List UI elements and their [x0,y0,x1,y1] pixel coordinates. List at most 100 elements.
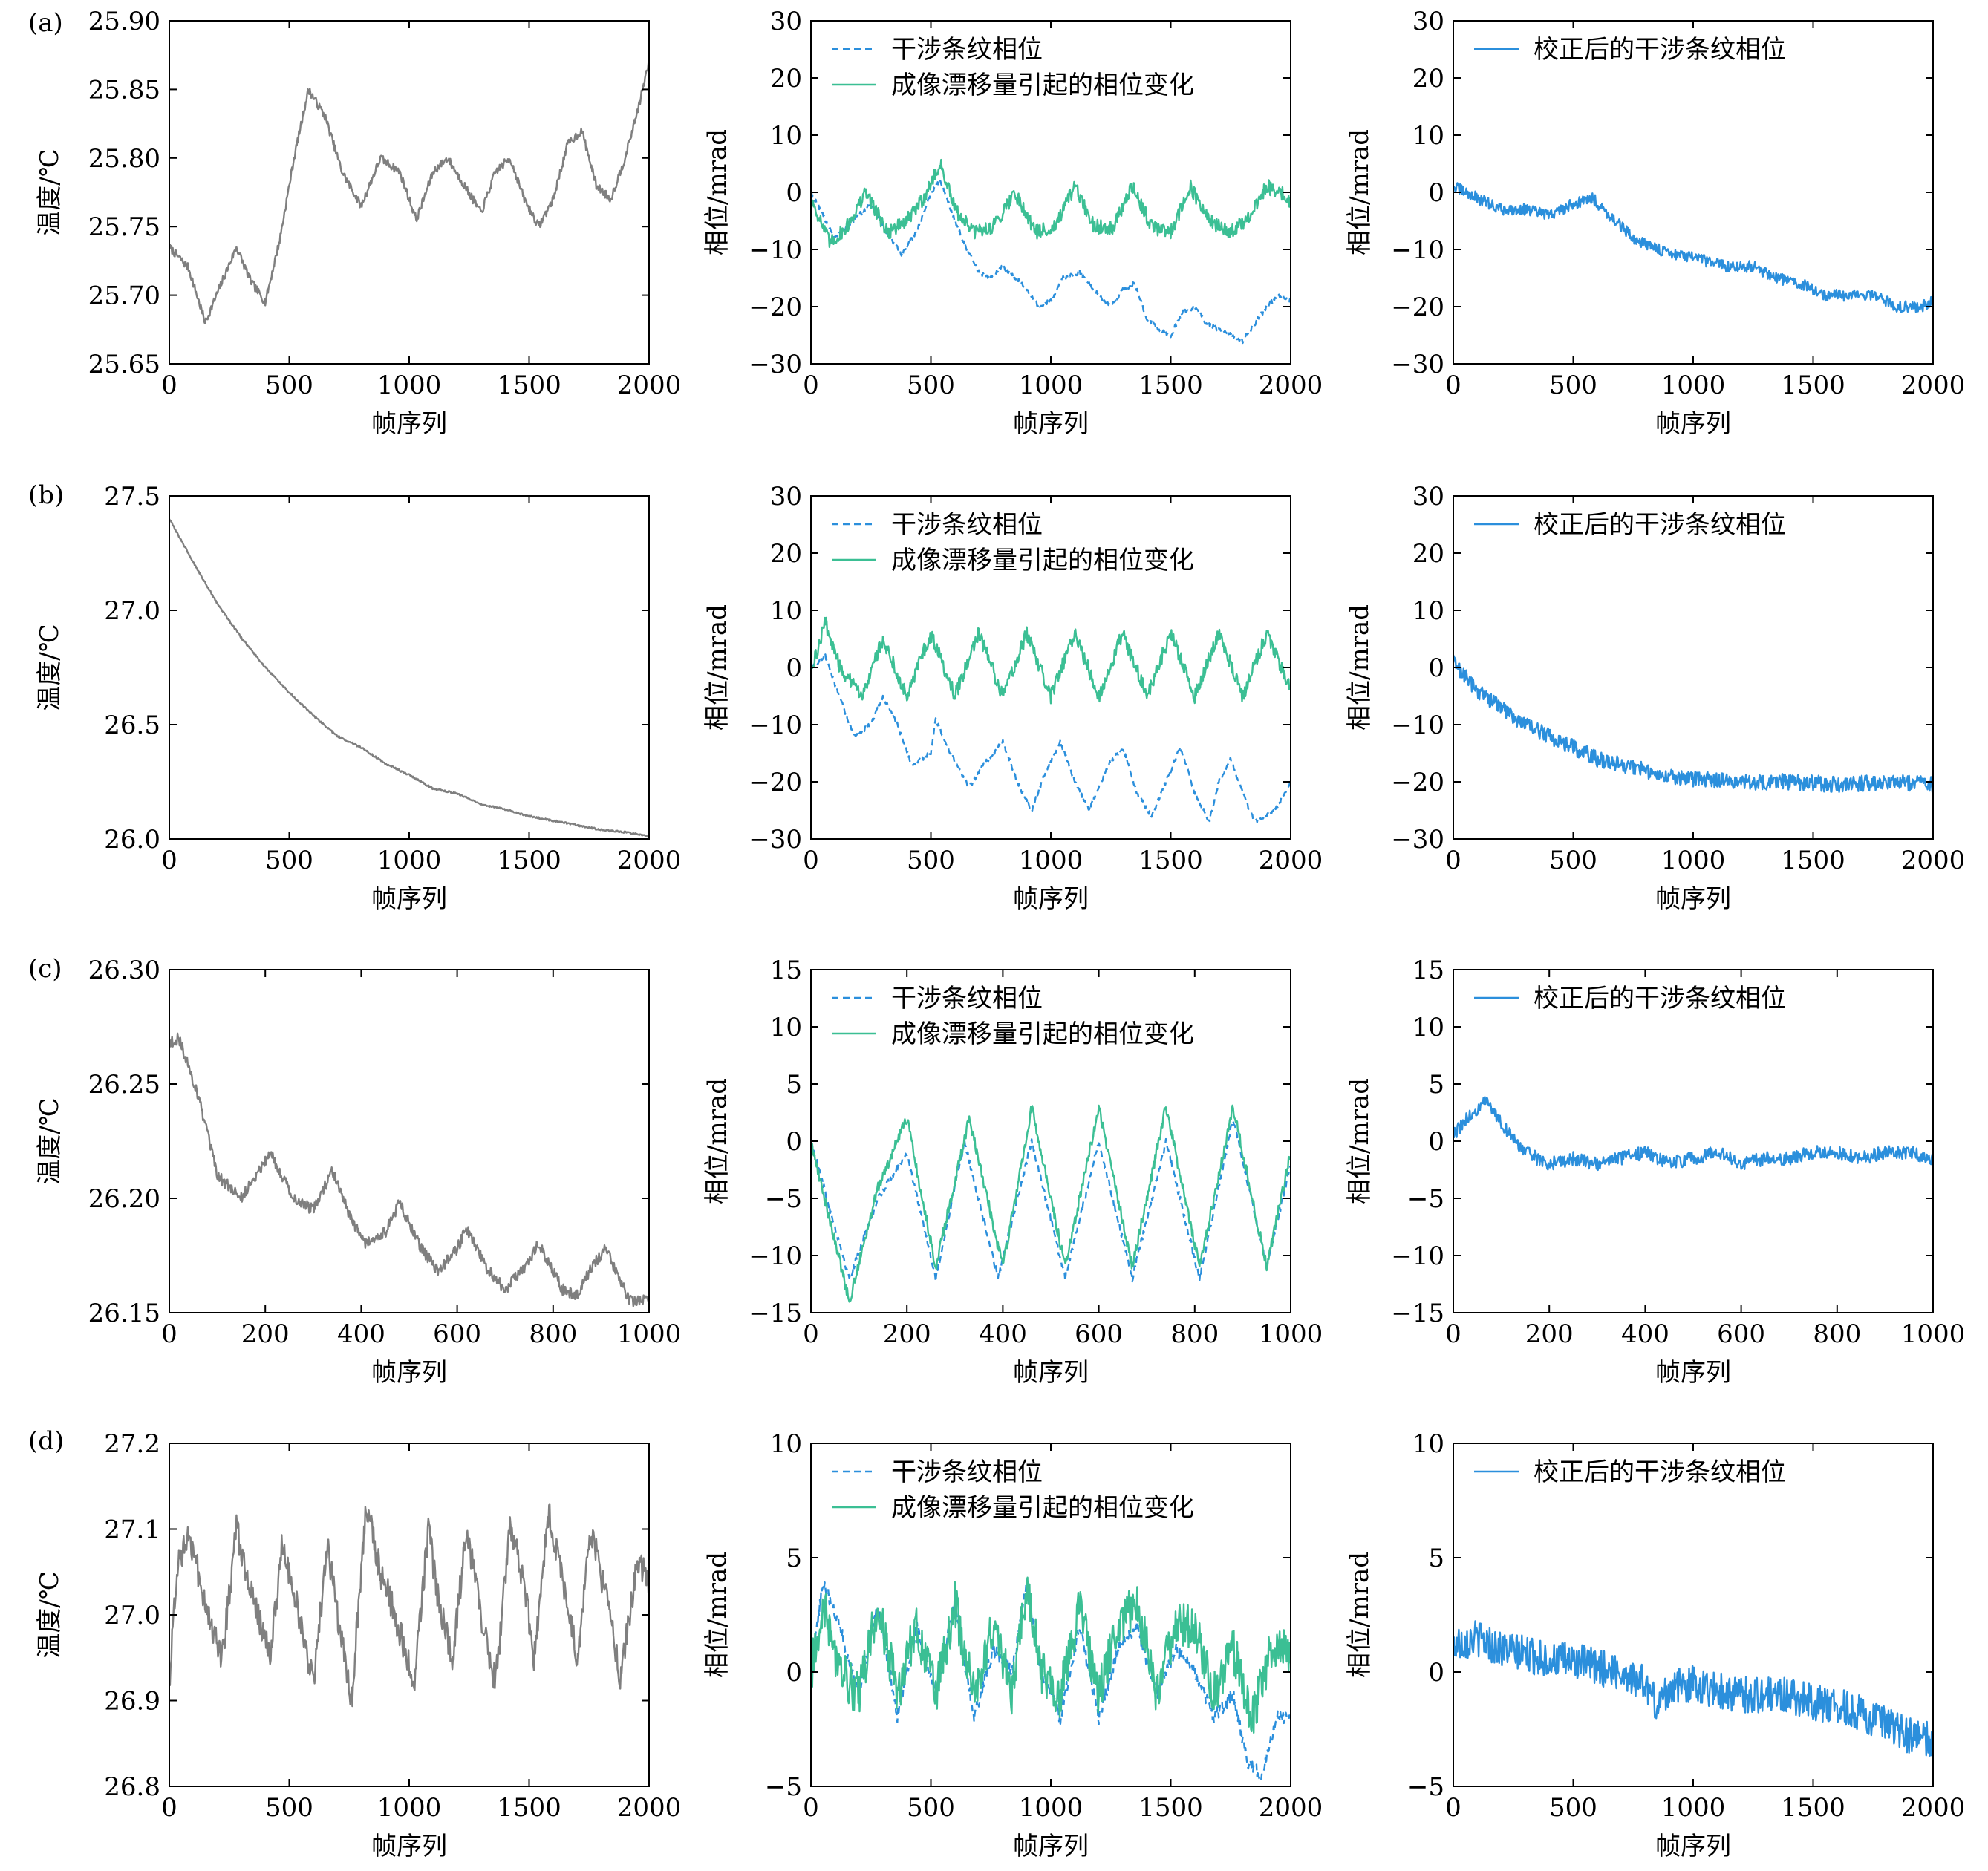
x-tick-label: 200 [883,1319,931,1349]
y-tick-label: 0 [1428,653,1444,683]
y-axis-label: 相位/mrad [1345,129,1375,255]
x-axis-label: 帧序列 [1655,409,1731,439]
x-tick-label: 1500 [1781,370,1845,400]
y-tick-label: 26.15 [88,1299,160,1328]
y-tick-label: 26.25 [88,1070,160,1100]
y-tick-label: 5 [786,1070,802,1100]
y-tick-label: 30 [1412,482,1444,512]
y-tick-label: −10 [1391,235,1444,265]
x-tick-label: 1000 [1661,846,1726,875]
x-tick-label: 1000 [1901,1319,1966,1349]
y-tick-label: 30 [1412,7,1444,36]
y-tick-label: 15 [770,956,802,985]
y-tick-label: 26.0 [104,825,160,855]
legend-label: 干涉条纹相位 [891,1457,1043,1487]
panel-d-corr: 0 500 1000 1500 2000−50510帧序列相位/mrad校正后的干涉条纹… [1345,1429,1965,1861]
panel-c-corr: 0 200 400 600 800 1000 −15 −10 −5 0 5 10 15 帧序列 相位/mra… [1345,956,1965,1388]
legend-label: 校正后的干涉条纹相位 [1534,1457,1786,1487]
x-tick-label: 0 [161,1793,177,1823]
series-solid-line [1453,182,1933,313]
y-axis-label: 温度/℃ [35,148,65,236]
x-tick-label: 2000 [1259,1793,1323,1823]
y-tick-label: 5 [1428,1544,1444,1573]
x-tick-label: 800 [1170,1319,1219,1349]
y-tick-label: 27.0 [104,596,160,626]
x-tick-label: 1000 [377,1793,442,1823]
x-tick-label: 600 [1075,1319,1123,1349]
y-tick-label: 20 [770,539,802,569]
x-tick-label: 500 [265,370,313,400]
legend-label: 干涉条纹相位 [891,35,1043,65]
y-tick-label: 26.9 [104,1687,160,1717]
x-tick-label: 2000 [617,846,682,875]
y-tick-label: 0 [786,178,802,208]
x-tick-label: 2000 [617,1793,682,1823]
row-label-a: (a) [28,8,63,38]
x-tick-label: 200 [1525,1319,1574,1349]
row-label-b: (b) [28,480,64,510]
x-tick-label: 0 [161,846,177,875]
x-axis-label: 帧序列 [1013,1832,1089,1861]
legend-label: 成像漂移量引起的相位变化 [891,71,1194,100]
y-tick-label: −15 [749,1299,802,1328]
series-solid-line [169,1503,649,1708]
y-axis-label: 相位/mrad [1345,1078,1375,1204]
x-axis-label: 帧序列 [371,884,447,914]
legend-label: 成像漂移量引起的相位变化 [891,1019,1194,1049]
row-label-c: (c) [28,954,62,984]
y-axis-label: 温度/℃ [35,1571,65,1659]
x-axis-label: 帧序列 [371,409,447,439]
panel-a-corr: 0 500 1000 1500 2000 −30 −20 −10 0 10 20 30 帧序列 相位/mr… [1345,7,1965,439]
x-tick-label: 2000 [1259,846,1323,875]
y-tick-label: 26.8 [104,1772,160,1802]
y-tick-label: 30 [770,7,802,36]
x-tick-label: 0 [803,846,819,875]
y-axis-label: 相位/mrad [703,129,732,255]
y-tick-label: 25.85 [88,75,160,105]
x-tick-label: 1000 [1019,1793,1083,1823]
y-tick-label: −20 [749,293,802,322]
y-tick-label: 10 [1412,596,1444,626]
y-axis-label: 相位/mrad [1345,1552,1375,1678]
x-tick-label: 400 [979,1319,1027,1349]
panel-d-temp: 0 500 1000 1500 2000 26.8 26.9 27.0 27.1 27.2 帧序列 温… [35,1429,681,1861]
x-tick-label: 1500 [1138,1793,1203,1823]
y-tick-label: 0 [786,653,802,683]
y-tick-label: 25.90 [88,7,160,36]
y-axis-label: 相位/mrad [1345,604,1375,731]
row-label-d: (d) [28,1426,64,1456]
x-tick-label: 0 [161,370,177,400]
y-tick-label: 5 [786,1544,802,1573]
x-tick-label: 1000 [1019,370,1083,400]
legend-label: 成像漂移量引起的相位变化 [891,1493,1194,1523]
x-tick-label: 1000 [377,846,442,875]
legend-label: 校正后的干涉条纹相位 [1534,510,1786,540]
y-tick-label: −20 [1391,768,1444,797]
y-tick-label: 27.0 [104,1601,160,1630]
series-solid-line [169,58,649,324]
y-tick-label: 10 [1412,1013,1444,1042]
y-tick-label: 25.75 [88,212,160,242]
y-axis-label: 温度/℃ [35,624,65,711]
x-tick-label: 600 [1717,1319,1765,1349]
y-tick-label: 10 [770,1013,802,1042]
axes-frame [1453,1443,1934,1787]
y-tick-label: 26.30 [88,956,160,985]
x-tick-label: 0 [803,1793,819,1823]
y-tick-label: −5 [765,1772,802,1802]
y-tick-label: 26.20 [88,1184,160,1214]
x-tick-label: 200 [241,1319,290,1349]
y-tick-label: −10 [749,711,802,740]
y-tick-label: 20 [770,64,802,94]
y-axis-label: 相位/mrad [703,1078,732,1204]
y-tick-label: −10 [749,235,802,265]
x-axis-label: 帧序列 [1655,1358,1731,1388]
axes-frame [169,969,650,1313]
x-tick-label: 0 [803,370,819,400]
panel-d-phase: 0 500 1000 1500 2000−50510帧序列相位/mrad干涉条纹相位成像… [703,1429,1323,1861]
x-tick-label: 0 [1445,846,1461,875]
y-axis-label: 相位/mrad [703,1552,732,1678]
x-tick-label: 2000 [617,370,682,400]
y-tick-label: 25.80 [88,144,160,174]
x-tick-label: 800 [529,1319,577,1349]
